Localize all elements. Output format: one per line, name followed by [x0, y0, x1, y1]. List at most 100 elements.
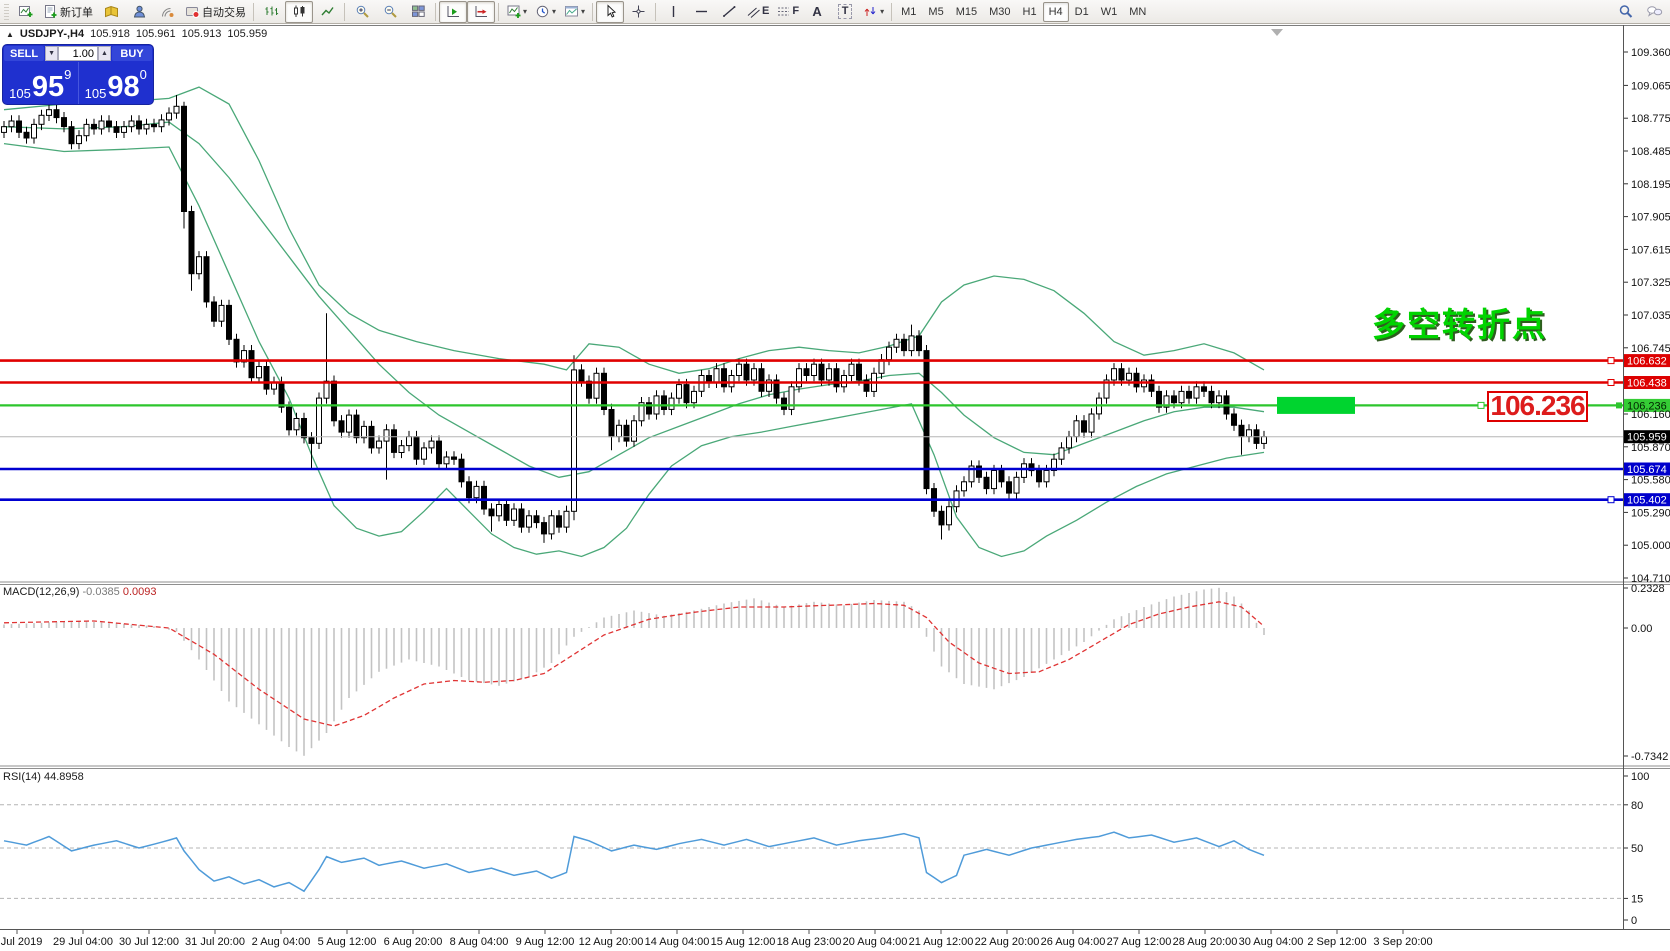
- main-toolbar: 新订单 自动交易 ▾ ▾: [0, 0, 1670, 24]
- periods-button[interactable]: ▾: [531, 1, 560, 23]
- candlestick-chart-icon: [293, 5, 304, 17]
- svg-text:9 Aug 12:00: 9 Aug 12:00: [516, 936, 575, 948]
- buy-button[interactable]: BUY: [112, 46, 152, 61]
- fibonacci-tool-button[interactable]: F: [773, 1, 803, 23]
- volume-increase-button[interactable]: ▲: [98, 46, 111, 61]
- axis-label-106.632: [1624, 354, 1670, 368]
- svg-text:108.195: 108.195: [1631, 179, 1670, 191]
- zoom-in-icon: [356, 5, 369, 18]
- svg-text:22 Aug 20:00: 22 Aug 20:00: [975, 936, 1040, 948]
- community-button[interactable]: [125, 1, 153, 23]
- sell-price-display[interactable]: 105 95 9: [3, 62, 79, 104]
- chart-bars-button[interactable]: [257, 1, 285, 23]
- svg-text:105.402: 105.402: [1627, 495, 1667, 507]
- svg-text:2 Sep 12:00: 2 Sep 12:00: [1307, 936, 1366, 948]
- chart-candles-button[interactable]: [285, 0, 313, 23]
- crosshair-tool-button[interactable]: [624, 1, 652, 23]
- tf-h1-button[interactable]: H1: [1022, 5, 1037, 18]
- svg-text:12 Aug 20:00: 12 Aug 20:00: [579, 936, 644, 948]
- bar-open: 105.918: [90, 28, 130, 40]
- chat-bubbles-icon: [1646, 6, 1662, 17]
- channel-tool-label: E: [762, 5, 770, 17]
- channel-icon: [747, 7, 760, 18]
- new-chart-button[interactable]: [11, 1, 39, 23]
- indicators-button[interactable]: ▾: [502, 1, 531, 23]
- market-watch-button[interactable]: [97, 1, 125, 23]
- toolbar-separator: [435, 2, 436, 21]
- zoom-in-button[interactable]: [348, 1, 376, 23]
- horizontal-line-icon: [695, 10, 707, 13]
- chart-shift-marker[interactable]: [1271, 29, 1283, 36]
- price-callout-label[interactable]: 106.236: [1487, 391, 1588, 422]
- auto-scroll-button[interactable]: [439, 0, 467, 23]
- axis-label-105.674: [1624, 462, 1670, 476]
- channel-tool-button[interactable]: E: [743, 1, 773, 23]
- svg-text:30 Jul 12:00: 30 Jul 12:00: [119, 936, 179, 948]
- buy-price-display[interactable]: 105 98 0: [79, 62, 154, 104]
- one-click-panel-toggle[interactable]: ▲: [6, 29, 14, 39]
- tf-m1-button[interactable]: M1: [901, 5, 917, 18]
- autotrading-icon: [186, 7, 200, 18]
- new-order-button[interactable]: 新订单: [39, 1, 97, 23]
- sell-price-pip: 9: [64, 67, 72, 82]
- svg-text:3 Sep 20:00: 3 Sep 20:00: [1373, 936, 1432, 948]
- axis-label-105.402: [1624, 493, 1670, 507]
- indicators-icon: [507, 5, 521, 18]
- zoom-out-button[interactable]: [376, 1, 404, 23]
- macd-name: MACD(12,26,9): [3, 586, 80, 598]
- new-order-label: 新订单: [60, 6, 93, 19]
- toolbar-separator: [592, 2, 594, 21]
- svg-text:5 Aug 12:00: 5 Aug 12:00: [318, 936, 377, 948]
- sell-button[interactable]: SELL: [4, 46, 45, 61]
- tf-w1-button[interactable]: W1: [1100, 5, 1118, 18]
- arrows-icon: [864, 7, 876, 16]
- tf-d1-button[interactable]: D1: [1074, 5, 1089, 18]
- toolbar-grip[interactable]: [4, 3, 9, 20]
- buy-price-prefix: 105: [84, 86, 107, 101]
- text-tool-button[interactable]: A: [803, 1, 831, 23]
- chart-line-button[interactable]: [313, 1, 341, 23]
- new-order-icon: [45, 5, 57, 18]
- svg-text:105.870: 105.870: [1631, 442, 1670, 454]
- green-rectangle-object[interactable]: [1277, 396, 1355, 414]
- chart-annotation-text[interactable]: 多空转折点: [1372, 306, 1547, 343]
- text-label-tool-button[interactable]: T: [831, 1, 859, 23]
- svg-text:109.360: 109.360: [1631, 47, 1670, 59]
- chart-shift-button[interactable]: [467, 0, 495, 23]
- tf-m15-button[interactable]: M15: [955, 5, 978, 18]
- tf-m5-button[interactable]: M5: [928, 5, 944, 18]
- vertical-line-tool-button[interactable]: [659, 1, 687, 23]
- svg-text:21 Aug 12:00: 21 Aug 12:00: [909, 936, 974, 948]
- fibonacci-icon: [778, 7, 790, 16]
- cursor-icon: [607, 4, 616, 18]
- volume-input[interactable]: [58, 46, 98, 61]
- svg-text:31 Jul 20:00: 31 Jul 20:00: [185, 936, 245, 948]
- rsi-line: [3, 831, 1265, 893]
- signals-icon: [161, 8, 173, 17]
- search-button[interactable]: [1612, 1, 1640, 23]
- chart-frame: [0, 25, 1670, 951]
- horizontal-line-tool-button[interactable]: [687, 1, 715, 23]
- tf-h4-button[interactable]: H4: [1042, 1, 1069, 22]
- svg-text:80: 80: [1631, 800, 1643, 812]
- zoom-out-icon: [384, 5, 397, 18]
- trendline-tool-button[interactable]: [715, 1, 743, 23]
- svg-text:106.745: 106.745: [1631, 343, 1670, 355]
- chat-button[interactable]: [1640, 1, 1668, 23]
- fibonacci-tool-label: F: [792, 5, 800, 17]
- svg-text:6 Aug 20:00: 6 Aug 20:00: [384, 936, 443, 948]
- tf-mn-button[interactable]: MN: [1129, 5, 1147, 18]
- vertical-line-icon: [672, 6, 674, 17]
- arrows-tool-button[interactable]: ▾: [859, 1, 888, 23]
- cursor-tool-button[interactable]: [596, 0, 625, 23]
- volume-decrease-button[interactable]: ▼: [45, 46, 59, 61]
- svg-text:14 Aug 04:00: 14 Aug 04:00: [645, 936, 710, 948]
- tile-windows-button[interactable]: [404, 1, 432, 23]
- svg-text:109.065: 109.065: [1631, 80, 1670, 92]
- autotrading-button[interactable]: 自动交易: [181, 1, 250, 23]
- axis-label-106.438: [1624, 376, 1670, 389]
- templates-button[interactable]: ▾: [560, 1, 589, 23]
- signals-button[interactable]: [153, 1, 181, 23]
- tf-m30-button[interactable]: M30: [989, 5, 1011, 18]
